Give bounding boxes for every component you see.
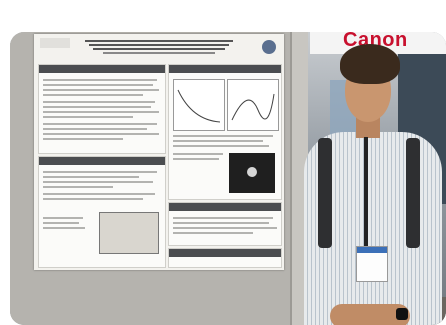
text-line bbox=[173, 217, 273, 219]
section-header-bar bbox=[169, 65, 281, 73]
poster-section-introduction bbox=[38, 64, 166, 154]
bright-spot bbox=[247, 167, 257, 177]
section-header-bar bbox=[169, 203, 281, 211]
poster-logo-left bbox=[40, 38, 70, 48]
text-line bbox=[173, 145, 269, 147]
text-line bbox=[43, 84, 153, 86]
text-line bbox=[173, 158, 219, 160]
text-line bbox=[43, 111, 159, 113]
neck bbox=[356, 116, 380, 138]
backpack-strap-left bbox=[318, 138, 332, 248]
text-line bbox=[173, 227, 277, 229]
text-line bbox=[173, 232, 253, 234]
microscopy-image bbox=[229, 153, 275, 193]
text-line bbox=[43, 193, 155, 195]
text-line bbox=[43, 128, 147, 130]
text-line bbox=[43, 217, 83, 219]
apparatus-photo bbox=[99, 212, 159, 254]
hair bbox=[340, 44, 400, 84]
text-line bbox=[43, 171, 157, 173]
lanyard bbox=[364, 137, 368, 247]
text-line bbox=[43, 198, 143, 200]
text-line bbox=[173, 222, 269, 224]
backpack-strap-right bbox=[406, 138, 420, 248]
text-line bbox=[43, 94, 143, 96]
text-line bbox=[43, 186, 113, 188]
clasped-hands bbox=[330, 304, 410, 325]
text-line bbox=[43, 89, 159, 91]
text-line bbox=[173, 135, 273, 137]
plot-curve-left bbox=[177, 89, 221, 123]
text-line bbox=[43, 123, 157, 125]
text-line bbox=[173, 153, 223, 155]
text-line bbox=[43, 101, 155, 103]
badge-header-strip bbox=[357, 247, 387, 253]
poster-header bbox=[34, 34, 284, 60]
section-header-bar bbox=[169, 249, 281, 257]
text-line bbox=[43, 138, 123, 140]
poster-section-conclusions bbox=[168, 202, 282, 246]
text-line bbox=[173, 140, 263, 142]
text-line bbox=[43, 176, 139, 178]
exhibitor-booth-sign bbox=[310, 32, 446, 54]
text-line bbox=[43, 106, 151, 108]
plot-curve-right bbox=[231, 93, 275, 121]
poster-logo-right bbox=[262, 40, 276, 54]
text-line bbox=[43, 79, 157, 81]
results-plot-left bbox=[173, 79, 225, 131]
poster-title-blur bbox=[79, 38, 239, 56]
text-line bbox=[43, 222, 79, 224]
results-plot-right bbox=[227, 79, 279, 131]
text-line bbox=[43, 227, 85, 229]
research-poster bbox=[34, 34, 284, 270]
text-line bbox=[43, 181, 153, 183]
wristwatch bbox=[396, 308, 408, 320]
poster-section-references bbox=[168, 248, 282, 268]
text-line bbox=[43, 133, 159, 135]
presenter bbox=[300, 42, 446, 325]
photo: Canon bbox=[10, 32, 446, 325]
section-header-bar bbox=[39, 65, 165, 73]
poster-section-results bbox=[168, 64, 282, 200]
poster-board-frame bbox=[290, 32, 308, 325]
poster-section-methods bbox=[38, 156, 166, 268]
name-badge bbox=[356, 246, 388, 282]
section-header-bar bbox=[39, 157, 165, 165]
text-line bbox=[43, 116, 133, 118]
